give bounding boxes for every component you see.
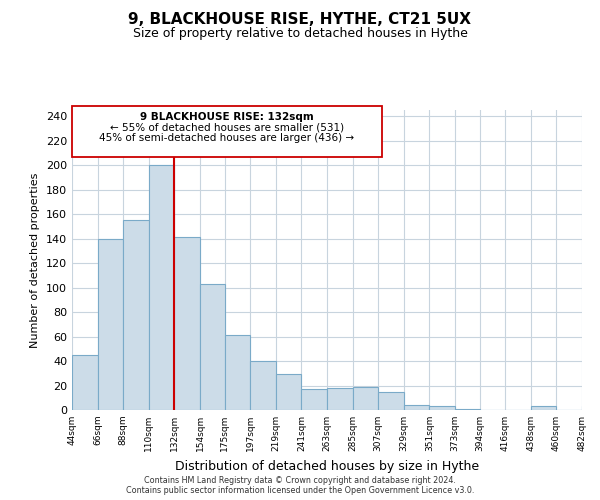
Bar [531, 406, 556, 410]
Bar [72, 355, 98, 410]
Bar [123, 220, 149, 410]
Bar [327, 388, 353, 410]
Bar [224, 336, 250, 410]
Text: Contains HM Land Registry data © Crown copyright and database right 2024.: Contains HM Land Registry data © Crown c… [144, 476, 456, 485]
Bar [200, 284, 224, 410]
Bar [98, 238, 123, 410]
Y-axis label: Number of detached properties: Number of detached properties [31, 172, 40, 348]
X-axis label: Distribution of detached houses by size in Hythe: Distribution of detached houses by size … [175, 460, 479, 472]
Bar [582, 406, 600, 410]
Text: 9, BLACKHOUSE RISE, HYTHE, CT21 5UX: 9, BLACKHOUSE RISE, HYTHE, CT21 5UX [128, 12, 472, 28]
Text: Size of property relative to detached houses in Hythe: Size of property relative to detached ho… [133, 28, 467, 40]
Bar [455, 409, 479, 410]
Bar [430, 406, 455, 410]
Bar [404, 405, 430, 410]
Bar [250, 361, 276, 410]
Text: Contains public sector information licensed under the Open Government Licence v3: Contains public sector information licen… [126, 486, 474, 495]
Bar [149, 165, 175, 410]
Text: ← 55% of detached houses are smaller (531): ← 55% of detached houses are smaller (53… [110, 123, 344, 133]
Bar [378, 392, 404, 410]
Bar [276, 374, 301, 410]
Bar [175, 238, 200, 410]
Text: 9 BLACKHOUSE RISE: 132sqm: 9 BLACKHOUSE RISE: 132sqm [140, 112, 314, 122]
Bar [301, 389, 327, 410]
Bar [353, 386, 378, 410]
Text: 45% of semi-detached houses are larger (436) →: 45% of semi-detached houses are larger (… [100, 134, 355, 143]
